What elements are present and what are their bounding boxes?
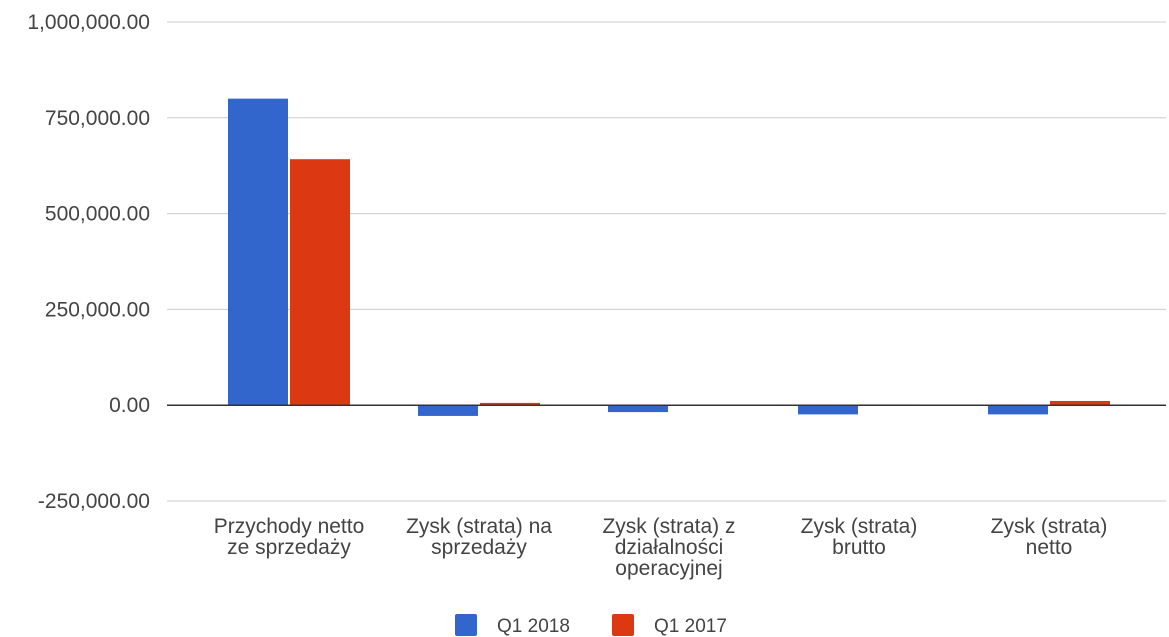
legend: Q1 2018 Q1 2017 xyxy=(455,614,727,637)
category-labels: Przychody netto ze sprzedaży Zysk (strata)… xyxy=(214,515,1108,580)
bar-q1-2017-2 xyxy=(480,402,540,406)
category-label: Zysk (strata) brutto xyxy=(801,515,918,559)
bar-q1-2017-1 xyxy=(290,159,350,406)
y-tick-label: -250,000.00 xyxy=(38,490,150,513)
y-tick-label: 0.00 xyxy=(109,394,150,417)
bar-q1-2017-5 xyxy=(1050,400,1110,406)
legend-swatch-q1-2017 xyxy=(612,614,634,636)
bars xyxy=(228,98,1110,416)
bar-q1-2018-3 xyxy=(608,405,668,413)
category-label: Przychody netto ze sprzedaży xyxy=(214,515,365,559)
category-label: Zysk (strata) netto xyxy=(991,515,1108,559)
y-tick-label: 250,000.00 xyxy=(45,298,150,321)
category-label: Zysk (strata) na sprzedaży xyxy=(406,515,552,559)
legend-swatch-q1-2018 xyxy=(455,614,477,636)
y-tick-label: 500,000.00 xyxy=(45,203,150,226)
category-label: Zysk (strata) z działalności operacyjnej xyxy=(602,515,735,580)
legend-label-q1-2017: Q1 2017 xyxy=(654,616,727,637)
y-tick-label: 1,000,000.00 xyxy=(27,11,150,34)
bar-q1-2018-5 xyxy=(988,405,1048,415)
bar-q1-2018-1 xyxy=(228,98,288,406)
bar-q1-2018-4 xyxy=(798,405,858,415)
legend-label-q1-2018: Q1 2018 xyxy=(497,616,570,637)
bar-q1-2018-2 xyxy=(418,405,478,416)
y-tick-label: 750,000.00 xyxy=(45,107,150,130)
y-axis-tick-labels: -250,000.00 0.00 250,000.00 500,000.00 750,0… xyxy=(27,11,150,513)
